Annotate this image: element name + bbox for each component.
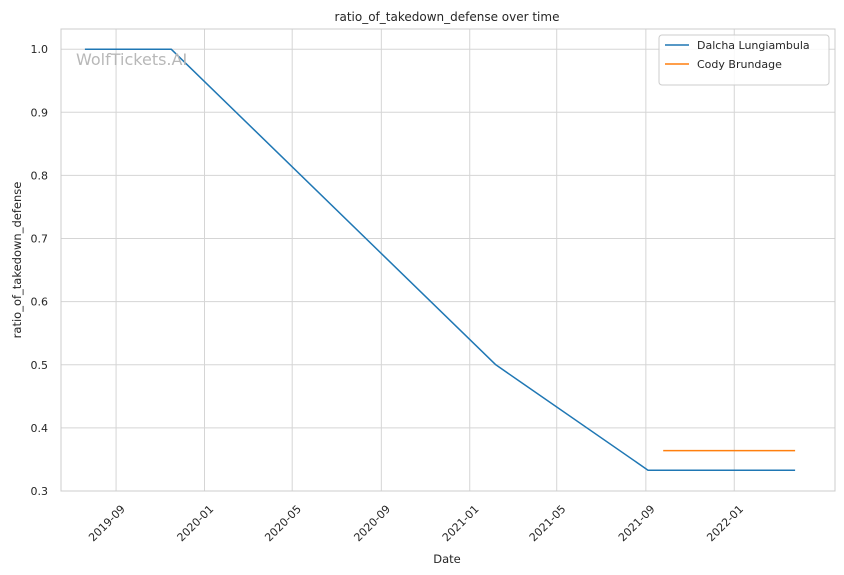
x-tick-label: 2022-01 xyxy=(704,503,746,545)
y-tick-label: 0.3 xyxy=(31,485,49,498)
grid xyxy=(61,29,835,492)
legend-label: Dalcha Lungiambula xyxy=(697,39,810,52)
chart-title: ratio_of_takedown_defense over time xyxy=(335,10,560,24)
y-tick-label: 0.8 xyxy=(31,169,49,182)
y-axis-label: ratio_of_takedown_defense xyxy=(10,182,24,339)
x-axis-label: Date xyxy=(433,552,461,566)
y-tick-label: 0.4 xyxy=(31,422,49,435)
legend-label: Cody Brundage xyxy=(697,58,782,71)
x-tick-label: 2021-01 xyxy=(440,503,482,545)
y-axis-ticks: 0.3 0.4 0.5 0.6 0.7 0.8 0.9 1.0 xyxy=(31,43,49,498)
y-tick-label: 0.6 xyxy=(31,296,49,309)
x-tick-label: 2020-05 xyxy=(262,503,304,545)
y-tick-label: 0.5 xyxy=(31,359,49,372)
y-tick-label: 1.0 xyxy=(31,43,49,56)
x-tick-label: 2020-01 xyxy=(175,503,217,545)
plot-frame xyxy=(60,28,836,492)
x-tick-label: 2021-09 xyxy=(616,503,658,545)
x-tick-label: 2020-09 xyxy=(351,503,393,545)
y-tick-label: 0.7 xyxy=(31,233,49,246)
x-tick-label: 2019-09 xyxy=(86,503,128,545)
watermark: WolfTickets.AI xyxy=(76,50,187,69)
series-line xyxy=(84,48,796,471)
y-tick-label: 0.9 xyxy=(31,106,49,119)
series-lines xyxy=(84,48,796,471)
legend-box xyxy=(658,34,830,86)
x-axis-ticks: 2019-09 2020-01 2020-05 2020-09 2021-01 2021-… xyxy=(86,503,746,545)
x-tick-label: 2021-05 xyxy=(527,503,569,545)
legend: Dalcha Lungiambula Cody Brundage xyxy=(658,34,830,86)
